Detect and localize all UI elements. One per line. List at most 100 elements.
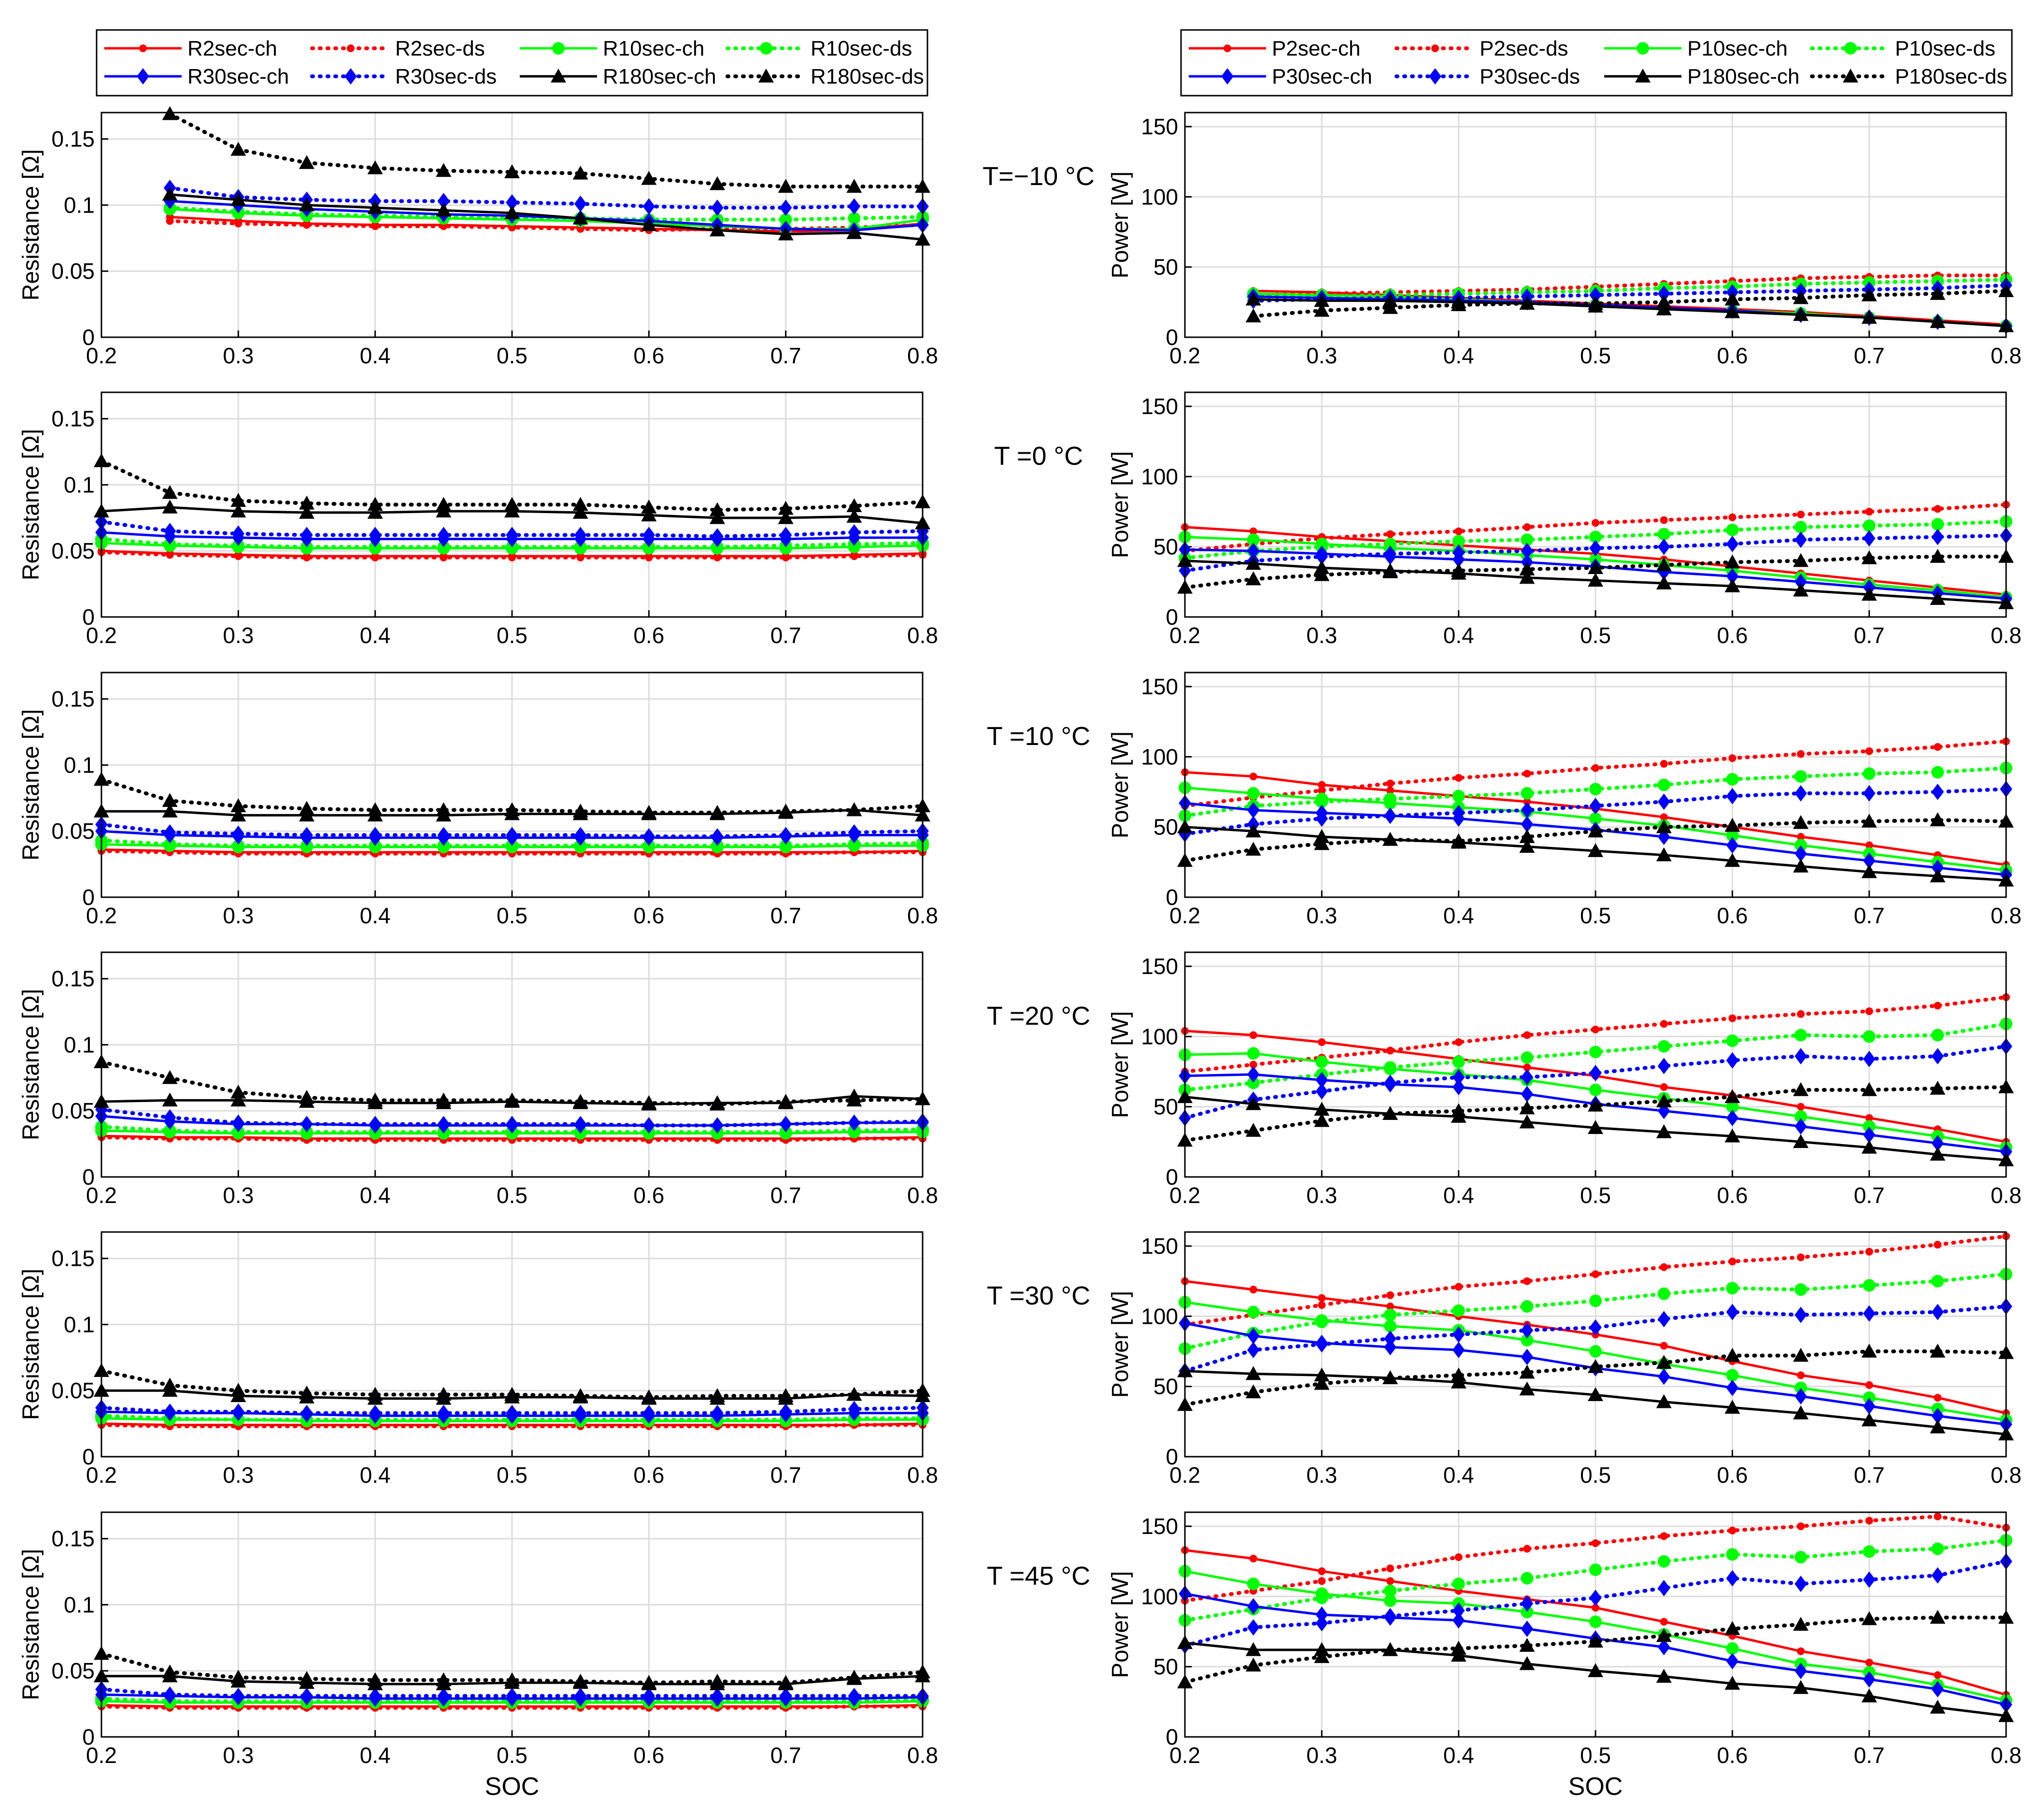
data-point	[1521, 816, 1534, 832]
panel-P-0: 0.2 0.3 0.4 0.5 0.6 0.7 0.8 0 50 100 150 Power [W]	[1108, 391, 2022, 648]
data-point	[1863, 1305, 1876, 1322]
data-point	[1588, 1120, 1603, 1134]
y-tick-label: 100	[1141, 1584, 1178, 1609]
data-point	[1865, 1381, 1873, 1389]
data-point	[1314, 1376, 1330, 1390]
data-point	[1657, 1579, 1670, 1596]
data-point	[1726, 1100, 1739, 1113]
data-point	[778, 226, 794, 241]
data-point	[1656, 819, 1672, 833]
data-point	[1726, 1109, 1739, 1126]
data-point	[1863, 1671, 1876, 1688]
data-point	[1861, 1611, 1877, 1625]
data-point	[1521, 1069, 1534, 1086]
data-point	[369, 1404, 382, 1421]
data-point	[1589, 783, 1602, 796]
data-point	[782, 553, 790, 561]
data-point	[437, 193, 450, 210]
data-point	[1247, 1305, 1260, 1318]
data-point	[1521, 787, 1534, 800]
data-point	[1521, 1572, 1534, 1585]
data-point	[437, 1404, 450, 1421]
data-point	[846, 802, 862, 817]
data-point	[1519, 570, 1535, 584]
data-point	[1726, 568, 1739, 585]
data-point	[1519, 561, 1535, 575]
data-point	[1519, 1638, 1535, 1652]
data-point	[506, 194, 518, 211]
legend-marker	[139, 44, 147, 52]
data-point	[1726, 1653, 1739, 1670]
x-tick-label: 0.4	[360, 623, 391, 648]
data-point	[1589, 287, 1602, 303]
data-point	[642, 1688, 655, 1705]
data-point	[846, 225, 862, 239]
data-point	[1865, 1114, 1873, 1122]
legend-marker	[1635, 69, 1651, 83]
data-point	[1657, 528, 1670, 541]
data-point	[367, 1387, 383, 1401]
data-point	[1588, 1359, 1603, 1373]
series-line	[168, 112, 925, 189]
y-tick-label: 100	[1141, 744, 1178, 769]
data-point	[1657, 1639, 1670, 1655]
data-point	[1726, 829, 1739, 842]
data-point	[710, 1096, 725, 1111]
data-point	[1314, 1642, 1330, 1656]
data-point	[1728, 1258, 1737, 1266]
data-point	[1931, 859, 1944, 876]
legend-label: P10sec-ch	[1687, 37, 1788, 60]
data-point	[1726, 788, 1739, 804]
data-point	[1588, 843, 1603, 857]
x-tick-label: 0.7	[1854, 1183, 1885, 1208]
x-tick-label: 0.6	[1717, 1743, 1748, 1768]
data-point	[1384, 1584, 1396, 1597]
data-point	[371, 553, 379, 561]
data-point	[1795, 1306, 1807, 1323]
y-tick-label: 150	[1141, 394, 1178, 419]
legend-marker	[1844, 42, 1857, 55]
y-tick-label: 150	[1141, 674, 1178, 699]
axes-box	[1184, 391, 2007, 618]
data-point	[1931, 1275, 1944, 1288]
legend-marker	[1224, 44, 1231, 52]
data-point	[1863, 1571, 1876, 1588]
data-point	[162, 803, 178, 818]
y-tick-label: 0	[82, 1444, 95, 1469]
data-point	[1797, 1371, 1805, 1379]
data-point	[1724, 817, 1740, 832]
y-tick-label: 0.1	[64, 472, 95, 497]
data-point	[779, 1688, 792, 1705]
legend-label: P30sec-ch	[1272, 65, 1372, 88]
x-tick-label: 0.6	[1717, 1462, 1748, 1488]
temperature-label: T =45 °C	[987, 1562, 1090, 1591]
series-P30sec-ds	[1179, 1298, 2012, 1379]
data-point	[1863, 530, 1876, 547]
y-tick-label: 100	[1141, 1304, 1178, 1329]
data-point	[1797, 1103, 1805, 1111]
data-point	[1797, 1010, 1805, 1018]
legend-label: R2sec-ch	[187, 37, 277, 60]
x-tick-label: 0.2	[1169, 1743, 1200, 1768]
data-point	[1589, 1319, 1602, 1336]
data-point	[1318, 1567, 1326, 1576]
legend-entry-R10sec-ch: R10sec-ch	[520, 37, 704, 60]
data-point	[1452, 1304, 1465, 1317]
data-point	[1724, 291, 1740, 306]
data-point	[1795, 1118, 1807, 1135]
data-point	[1519, 296, 1535, 310]
data-point	[1726, 535, 1739, 552]
data-point	[572, 1674, 588, 1688]
axes-box	[100, 672, 924, 898]
data-point	[572, 1094, 588, 1108]
x-tick-label: 0.7	[770, 623, 801, 648]
data-point	[1249, 1060, 1257, 1069]
data-point	[1247, 1577, 1260, 1591]
data-point	[300, 527, 313, 544]
x-tick-label: 0.7	[1854, 1462, 1885, 1488]
y-tick-label: 100	[1141, 1024, 1178, 1049]
y-tick-label: 150	[1141, 954, 1178, 979]
y-tick-label: 0	[1166, 604, 1178, 630]
data-point	[504, 497, 520, 511]
